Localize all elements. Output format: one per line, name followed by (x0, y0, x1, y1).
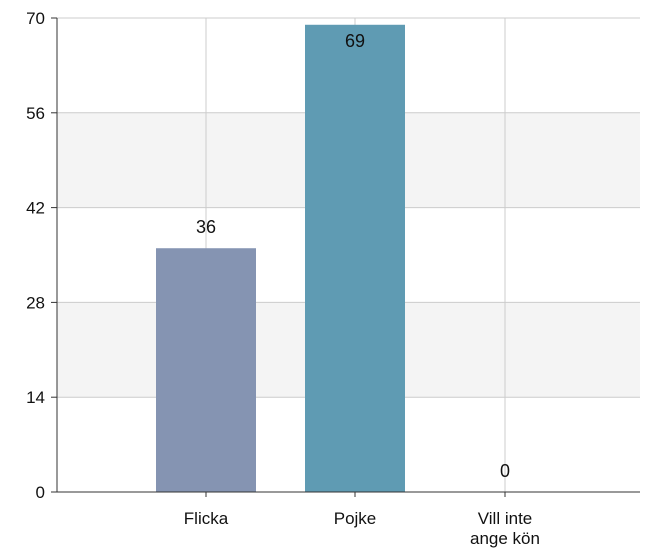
data-label: 0 (500, 461, 510, 481)
data-labels: 36 69 0 (196, 31, 510, 481)
y-tick-label: 28 (26, 293, 45, 312)
bar (156, 248, 256, 492)
y-tick-label: 70 (26, 9, 45, 28)
x-tick-label: Pojke (334, 509, 377, 528)
x-tick-label: ange kön (470, 529, 540, 548)
y-tick-labels: 0 14 28 42 56 70 (26, 9, 45, 502)
bar (305, 24, 405, 493)
y-tick-label: 14 (26, 388, 45, 407)
x-tick-label: Flicka (184, 509, 229, 528)
data-label: 69 (345, 31, 365, 51)
axes (51, 17, 640, 497)
y-tick-label: 0 (36, 483, 45, 502)
y-tick-label: 42 (26, 199, 45, 218)
bars (156, 24, 405, 493)
y-tick-label: 56 (26, 104, 45, 123)
x-tick-label: Vill inte (478, 509, 533, 528)
data-label: 36 (196, 217, 216, 237)
